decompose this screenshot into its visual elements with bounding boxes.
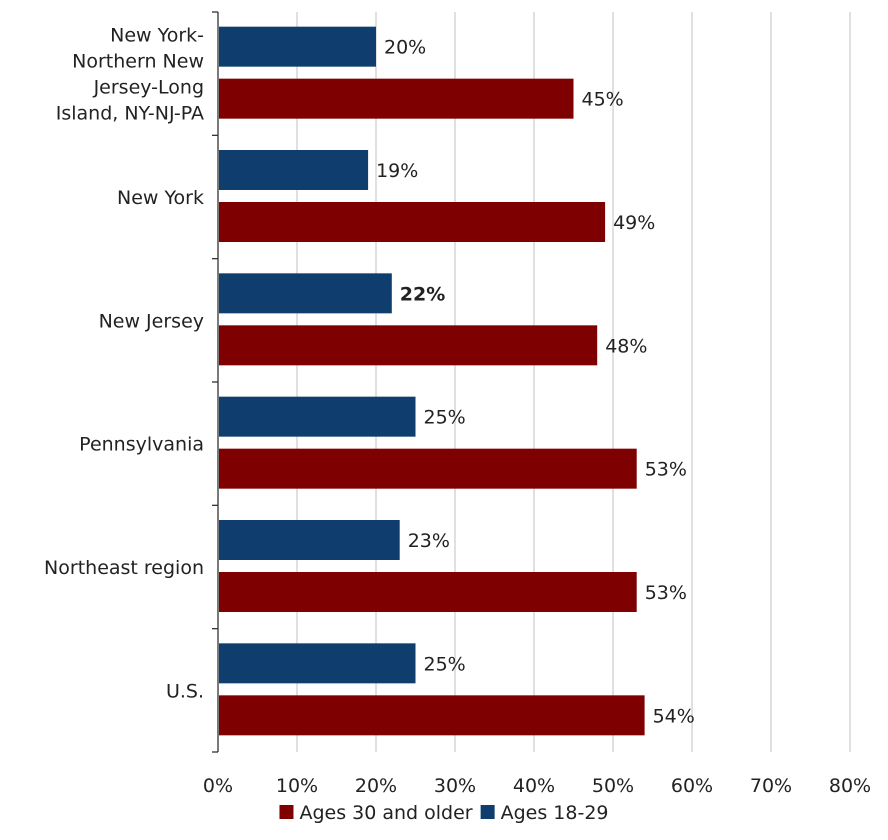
- data-label: 22%: [400, 283, 445, 305]
- bar: [219, 572, 637, 612]
- bar: [219, 520, 400, 560]
- category-label-line: New York: [117, 187, 204, 209]
- category-label: U.S.: [166, 680, 204, 702]
- category-label-line: Jersey-Long: [93, 77, 204, 99]
- bar: [219, 273, 392, 314]
- category-label-line: Northern New: [72, 51, 204, 73]
- bar: [219, 396, 416, 437]
- category-label: Northeast region: [44, 557, 204, 579]
- x-tick-label: 10%: [276, 775, 318, 797]
- x-tick-label: 70%: [750, 775, 792, 797]
- legend-label: Ages 18-29: [501, 802, 609, 824]
- bar: [219, 643, 416, 684]
- category-label-line: Island, NY-NJ-PA: [56, 103, 204, 125]
- bar: [219, 448, 637, 489]
- legend-swatch: [480, 805, 495, 819]
- data-label: 49%: [613, 212, 655, 234]
- x-tick-label: 0%: [203, 775, 233, 797]
- data-label: 23%: [408, 530, 450, 552]
- bar: [219, 26, 376, 67]
- data-label: 53%: [645, 459, 687, 481]
- data-label: 45%: [582, 89, 624, 111]
- category-label: New York: [117, 187, 204, 209]
- category-label: New Jersey: [99, 310, 204, 332]
- x-tick-label: 20%: [355, 775, 397, 797]
- legend: Ages 30 and older Ages 18-29: [279, 802, 609, 824]
- x-tick-label: 30%: [434, 775, 476, 797]
- x-tick-label: 80%: [829, 775, 871, 797]
- category-label: Pennsylvania: [79, 434, 204, 456]
- bar: [219, 695, 645, 736]
- bar: [219, 202, 606, 242]
- data-label: 19%: [376, 160, 418, 182]
- category-label-line: New York-: [110, 25, 204, 47]
- category-label-line: U.S.: [166, 680, 204, 702]
- category-label-line: Pennsylvania: [79, 434, 204, 456]
- category-label-line: Northeast region: [44, 557, 204, 579]
- category-label-line: New Jersey: [99, 310, 204, 332]
- x-tick-label: 40%: [513, 775, 555, 797]
- x-tick-label: 60%: [671, 775, 713, 797]
- data-label: 25%: [424, 407, 466, 429]
- legend-swatch: [279, 805, 294, 819]
- legend-label: Ages 30 and older: [299, 802, 472, 824]
- data-label: 48%: [605, 335, 647, 357]
- data-label: 20%: [384, 37, 426, 59]
- data-label: 53%: [645, 582, 687, 604]
- bar: [219, 325, 598, 366]
- data-label: 54%: [653, 705, 695, 727]
- x-tick-label: 50%: [592, 775, 634, 797]
- category-label: New York- Northern New Jersey-Long Island, …: [56, 25, 204, 125]
- data-label: 25%: [424, 653, 466, 675]
- bar: [219, 78, 574, 119]
- bar: [219, 150, 369, 190]
